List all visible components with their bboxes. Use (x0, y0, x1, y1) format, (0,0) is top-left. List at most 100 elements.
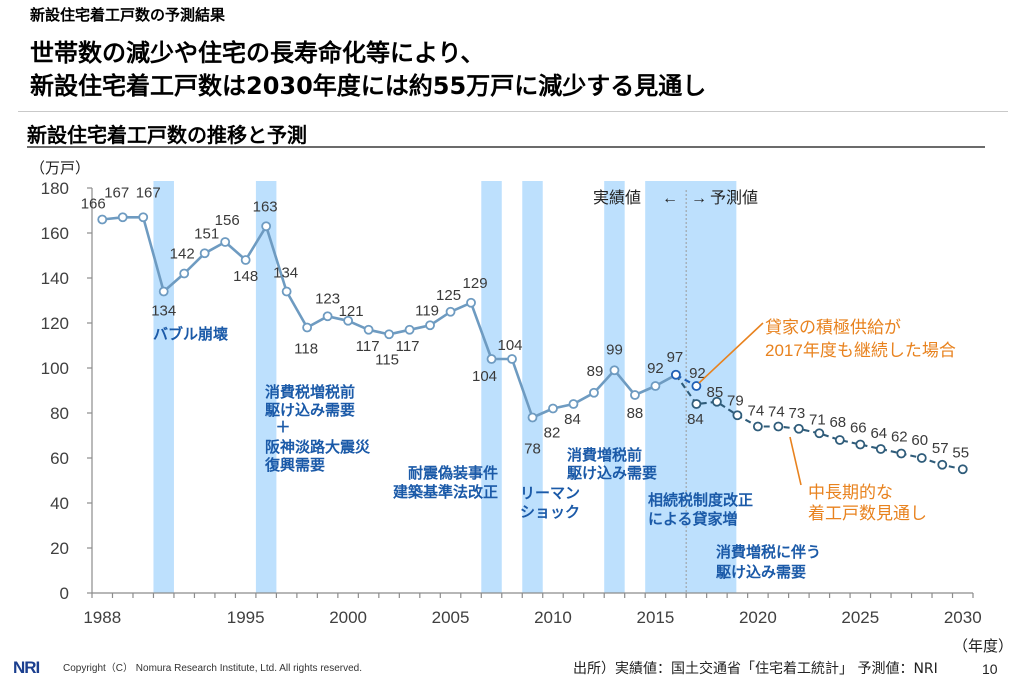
callout-scenario-line: 貸家の積極供給が (765, 318, 901, 337)
page-number: 10 (982, 661, 998, 677)
data-point-marker (937, 459, 948, 470)
data-point-marker (507, 354, 517, 364)
data-value-label: 84 (564, 411, 581, 428)
event-label-1996-line: 阪神淡路大震災 (265, 438, 371, 456)
nri-logo: NRI (13, 658, 40, 677)
data-value-label: 97 (667, 349, 684, 366)
data-point-marker (896, 448, 907, 459)
data-value-label: 151 (194, 225, 219, 242)
data-value-label: 148 (233, 268, 258, 285)
data-value-label: 123 (315, 290, 340, 307)
event-label-2019-tax-line: 消費増税に伴う (716, 543, 821, 561)
data-value-label: 89 (587, 363, 604, 380)
data-value-label: 134 (273, 265, 298, 282)
headline-line-1: 世帯数の減少や住宅の長寿命化等により、 (30, 39, 485, 67)
data-point-marker (179, 268, 190, 279)
data-value-label: 73 (789, 405, 806, 422)
event-label-2013-line: 消費増税前 (567, 446, 642, 464)
shaded-period-band (255, 181, 277, 593)
data-point-marker (609, 365, 620, 376)
event-annotations: バブル崩壊 消費税増税前 駆け込み需要 ＋ 阪神淡路大震災 復興需要 耐震偽装事… (153, 325, 821, 581)
forecast-label: 予測値 (710, 189, 758, 207)
data-point-marker (589, 387, 599, 398)
data-value-label: 74 (748, 403, 765, 420)
data-value-label: 79 (727, 392, 744, 409)
event-label-lehman-line: リーマン (520, 485, 580, 502)
x-tick-label: 2005 (432, 608, 470, 627)
data-point-marker (445, 306, 456, 317)
data-value-label: 129 (463, 275, 488, 292)
data-value-label: 99 (606, 341, 623, 358)
source-note: 出所）実績値：国土交通省「住宅着工統計」 予測値：NRI (573, 661, 938, 677)
x-tick-label: 2025 (841, 608, 879, 627)
section-label: 新設住宅着工戸数の予測結果 (30, 6, 226, 24)
event-label-2007-line: 耐震偽装事件 (408, 464, 498, 482)
data-value-label: 117 (396, 338, 420, 355)
callout-forecast-line: 中長期的な (808, 483, 893, 502)
data-point-marker (691, 381, 702, 391)
left-arrow-icon: ← (662, 190, 678, 207)
data-value-label: 163 (253, 198, 278, 215)
event-label-2013-line: 駆け込み需要 (567, 464, 657, 482)
data-value-label: 115 (375, 351, 399, 368)
shaded-period-band (481, 181, 502, 593)
data-point-marker (855, 439, 866, 450)
callout-leader-scenario (698, 322, 764, 384)
x-tick-label: 2010 (534, 608, 572, 627)
y-tick-label: 0 (60, 584, 69, 603)
data-value-label: 167 (136, 184, 161, 201)
event-label-inheritance-tax-line: による貸家増 (648, 510, 738, 528)
callouts: 貸家の積極供給が 2017年度も継続した場合 中長期的な 着工戸数見通し (698, 318, 956, 523)
data-value-label: 134 (151, 303, 176, 320)
y-tick-label: 180 (41, 179, 69, 198)
data-point-marker (773, 421, 784, 432)
chart-heading-underline (27, 146, 985, 148)
data-value-label: 117 (356, 338, 380, 355)
y-tick-label: 40 (50, 494, 69, 513)
data-value-label: 57 (932, 440, 949, 457)
data-point-marker (711, 396, 722, 407)
x-tick-label: 1988 (83, 608, 121, 627)
event-label-1996-line: 駆け込み需要 (265, 401, 355, 419)
event-label-2007-line: 建築基準法改正 (393, 483, 498, 501)
x-axis-unit-label: （年度） (953, 638, 1013, 655)
data-value-label: 88 (627, 405, 644, 422)
y-tick-label: 120 (41, 314, 69, 333)
data-point-marker (691, 399, 702, 409)
data-point-marker (630, 390, 640, 400)
event-label-1996-plus: ＋ (275, 419, 290, 436)
data-point-marker (343, 315, 354, 326)
right-arrow-icon: → (691, 190, 707, 207)
data-point-marker (261, 221, 272, 232)
data-point-marker (527, 412, 538, 423)
y-tick-label: 160 (41, 224, 69, 243)
data-value-label: 55 (952, 444, 969, 461)
y-tick-label: 60 (50, 449, 69, 468)
series-line (675, 374, 964, 471)
data-point-marker (425, 320, 435, 331)
data-value-label: 104 (497, 337, 522, 354)
event-label-2019-tax-line: 駆け込み需要 (716, 563, 806, 581)
data-point-marker (466, 297, 476, 308)
shaded-periods-layer (153, 181, 737, 593)
data-point-marker (363, 324, 374, 335)
data-value-label: 78 (524, 441, 541, 458)
shaded-period-band (153, 181, 174, 593)
callout-forecast-line: 着工戸数見通し (808, 504, 927, 523)
data-point-marker (322, 311, 333, 322)
y-tick-label: 20 (50, 539, 69, 558)
divider-label: 実績値 ← → 予測値 (593, 189, 758, 207)
header-divider (18, 111, 1008, 112)
data-value-label: 92 (689, 365, 706, 382)
data-value-label: 156 (215, 212, 240, 229)
headline-line-2: 新設住宅着工戸数は2030年度には約55万戸に減少する見通し (30, 72, 707, 100)
y-tick-label: 80 (50, 404, 69, 423)
data-point-marker (568, 399, 579, 409)
data-value-label: 82 (544, 425, 561, 442)
shaded-period-band (522, 181, 543, 593)
data-value-label: 85 (707, 384, 724, 401)
axes-layer: 0 20 40 60 80 100 120 140 160 180 1988 1995 2000 2005… (41, 179, 982, 627)
data-value-label: 62 (891, 429, 908, 446)
data-value-label: 74 (768, 404, 785, 421)
